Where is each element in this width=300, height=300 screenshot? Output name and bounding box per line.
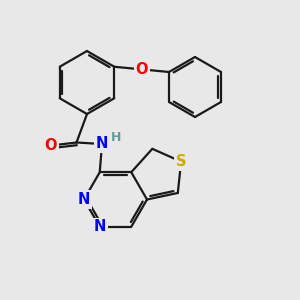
Text: O: O [135,62,148,77]
Text: N: N [94,219,106,234]
Text: N: N [96,136,108,152]
Text: N: N [78,192,90,207]
Text: H: H [111,131,122,144]
Text: O: O [45,138,57,153]
Text: S: S [176,154,186,169]
